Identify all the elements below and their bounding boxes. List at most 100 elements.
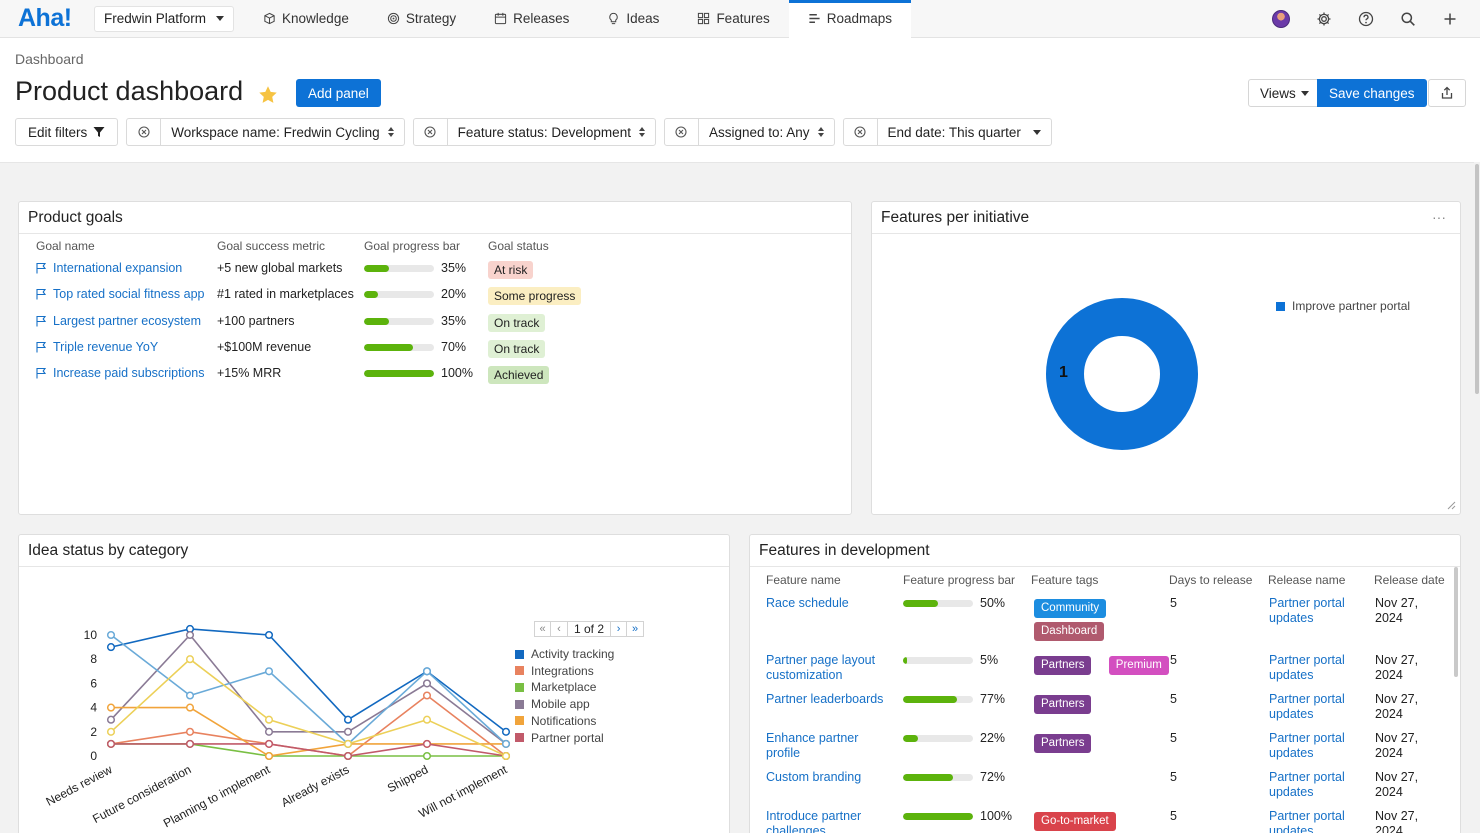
search-icon[interactable] xyxy=(1400,11,1416,27)
feature-tag[interactable]: Community xyxy=(1034,599,1107,618)
feature-name-link[interactable]: challenges xyxy=(766,824,826,833)
filter-assigned[interactable]: Assigned to: Any xyxy=(663,118,835,146)
release-name-link[interactable]: Partner portal xyxy=(1269,692,1345,706)
data-point[interactable] xyxy=(422,715,432,724)
resize-handle-icon[interactable] xyxy=(1446,500,1456,510)
column-header-goal-status[interactable]: Goal status xyxy=(488,239,549,253)
star-icon[interactable] xyxy=(257,84,279,106)
goal-name-link[interactable]: Top rated social fitness app xyxy=(53,287,205,302)
legend-item[interactable]: Marketplace xyxy=(515,680,596,694)
data-point[interactable] xyxy=(501,727,511,736)
legend-item[interactable]: Notifications xyxy=(515,714,596,728)
release-name-link[interactable]: updates xyxy=(1269,785,1314,799)
data-point[interactable] xyxy=(185,691,195,700)
column-header-goal-progress[interactable]: Goal progress bar xyxy=(364,239,461,253)
release-name-link[interactable]: updates xyxy=(1269,707,1314,721)
data-point[interactable] xyxy=(343,715,353,724)
feature-name-link[interactable]: Race schedule xyxy=(766,596,849,610)
data-point[interactable] xyxy=(264,715,274,724)
filter-workspace[interactable]: Workspace name: Fredwin Cycling xyxy=(126,118,405,146)
goal-name-link[interactable]: Increase paid subscriptions xyxy=(53,366,205,381)
views-dropdown[interactable]: Views xyxy=(1248,79,1321,107)
data-point[interactable] xyxy=(343,739,353,748)
feature-tag[interactable]: Go-to-market xyxy=(1034,812,1116,831)
release-name-link[interactable]: updates xyxy=(1269,746,1314,760)
feature-name-link[interactable]: Custom branding xyxy=(766,770,862,784)
tab-releases[interactable]: Releases xyxy=(475,0,588,38)
data-point[interactable] xyxy=(185,703,195,712)
data-point[interactable] xyxy=(343,727,353,736)
data-point[interactable] xyxy=(106,643,116,652)
data-point[interactable] xyxy=(264,727,274,736)
column-header-feature-progress[interactable]: Feature progress bar xyxy=(903,573,1016,587)
data-point[interactable] xyxy=(106,703,116,712)
data-point[interactable] xyxy=(264,630,274,640)
tab-ideas[interactable]: Ideas xyxy=(588,0,678,38)
column-header-feature-name[interactable]: Feature name xyxy=(766,573,841,587)
column-header-release-name[interactable]: Release name xyxy=(1268,573,1346,587)
data-point[interactable] xyxy=(501,739,511,748)
last-page-icon[interactable]: » xyxy=(627,621,645,637)
data-point[interactable] xyxy=(264,751,274,761)
tab-strategy[interactable]: Strategy xyxy=(368,0,475,38)
tab-roadmaps[interactable]: Roadmaps xyxy=(788,0,912,38)
data-point[interactable] xyxy=(264,667,274,676)
filter-end-date[interactable]: End date: This quarter xyxy=(842,118,1052,146)
panel-scrollbar[interactable] xyxy=(1454,567,1458,677)
release-name-link[interactable]: Partner portal xyxy=(1269,770,1345,784)
workspace-selector[interactable]: Fredwin Platform xyxy=(94,5,235,32)
release-name-link[interactable]: Partner portal xyxy=(1269,809,1345,823)
feature-name-link[interactable]: Partner page layout xyxy=(766,653,876,667)
data-point[interactable] xyxy=(106,630,116,640)
release-name-link[interactable]: Partner portal xyxy=(1269,596,1345,610)
data-point[interactable] xyxy=(185,630,195,640)
release-name-link[interactable]: Partner portal xyxy=(1269,731,1345,745)
save-changes-button[interactable]: Save changes xyxy=(1317,79,1427,107)
feature-tag[interactable]: Premium xyxy=(1108,656,1169,675)
more-options-icon[interactable]: ··· xyxy=(1432,209,1446,225)
data-point[interactable] xyxy=(422,751,432,761)
data-point[interactable] xyxy=(185,727,195,736)
data-point[interactable] xyxy=(422,679,432,688)
page-scrollbar[interactable] xyxy=(1474,162,1480,833)
tab-knowledge[interactable]: Knowledge xyxy=(244,0,368,38)
gear-icon[interactable] xyxy=(1316,11,1332,27)
user-avatar[interactable] xyxy=(1272,10,1290,28)
data-point[interactable] xyxy=(264,739,274,748)
feature-name-link[interactable]: Enhance partner xyxy=(766,731,859,745)
data-point[interactable] xyxy=(106,739,116,748)
data-point[interactable] xyxy=(422,667,432,676)
feature-tag[interactable]: Partners xyxy=(1034,734,1092,753)
goal-name-link[interactable]: Largest partner ecosystem xyxy=(53,313,201,328)
column-header-release-date[interactable]: Release date xyxy=(1374,573,1445,587)
feature-tag[interactable]: Partners xyxy=(1034,656,1092,675)
release-name-link[interactable]: updates xyxy=(1269,824,1314,833)
feature-tag[interactable]: Dashboard xyxy=(1034,622,1105,641)
legend-item[interactable]: Mobile app xyxy=(515,697,590,711)
data-point[interactable] xyxy=(106,727,116,736)
plus-icon[interactable] xyxy=(1442,11,1458,27)
feature-tag[interactable]: Partners xyxy=(1034,695,1092,714)
column-header-goal-name[interactable]: Goal name xyxy=(36,239,95,253)
clear-filter-icon[interactable] xyxy=(127,119,162,145)
data-point[interactable] xyxy=(422,739,432,748)
legend-item[interactable]: Improve partner portal xyxy=(1276,299,1410,313)
clear-filter-icon[interactable] xyxy=(844,119,878,145)
breadcrumb[interactable]: Dashboard xyxy=(15,51,84,67)
next-page-icon[interactable]: › xyxy=(610,621,628,637)
share-button[interactable] xyxy=(1428,79,1466,107)
release-name-link[interactable]: Partner portal xyxy=(1269,653,1345,667)
data-point[interactable] xyxy=(185,655,195,664)
feature-name-link[interactable]: Partner leaderboards xyxy=(766,692,884,706)
prev-page-icon[interactable]: ‹ xyxy=(551,621,568,637)
goal-name-link[interactable]: Triple revenue YoY xyxy=(53,339,159,354)
tab-features[interactable]: Features xyxy=(678,0,788,38)
aha-logo[interactable]: Aha! xyxy=(18,4,72,32)
feature-name-link[interactable]: Introduce partner xyxy=(766,809,862,823)
column-header-goal-metric[interactable]: Goal success metric xyxy=(217,239,326,253)
filter-feature-status[interactable]: Feature status: Development xyxy=(412,118,656,146)
column-header-feature-tags[interactable]: Feature tags xyxy=(1031,573,1099,587)
first-page-icon[interactable]: « xyxy=(534,621,551,637)
legend-item[interactable]: Integrations xyxy=(515,664,594,678)
data-point[interactable] xyxy=(343,751,353,761)
